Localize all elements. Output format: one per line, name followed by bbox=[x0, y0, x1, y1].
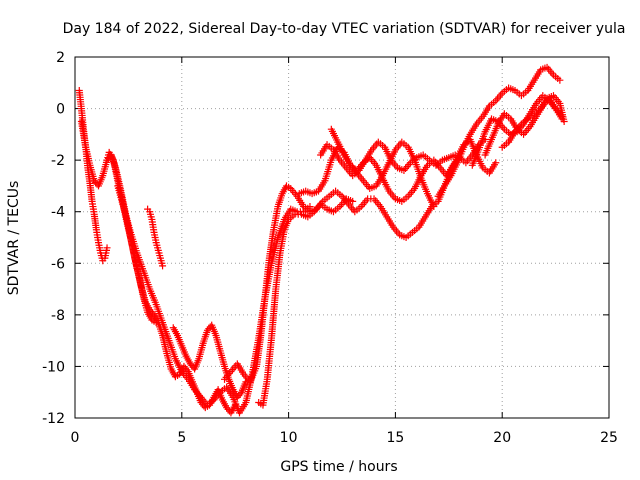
series-satellite-pass-15 bbox=[498, 92, 568, 151]
series-satellite-pass-11 bbox=[327, 125, 438, 211]
data-point bbox=[451, 151, 459, 159]
data-point bbox=[159, 262, 167, 270]
data-point bbox=[430, 203, 438, 211]
x-tick-label: 20 bbox=[493, 430, 511, 446]
series-satellite-pass-2 bbox=[77, 117, 160, 327]
series-satellite-pass-10 bbox=[317, 138, 459, 180]
y-tick-label: 0 bbox=[56, 102, 65, 118]
tick-labels: 0 5 10 15 20 25 -12 -10 -8 -6 -4 -2 0 2 bbox=[42, 50, 618, 446]
y-tick-label: -10 bbox=[42, 359, 65, 375]
y-tick-label: -4 bbox=[51, 205, 65, 221]
x-tick-label: 5 bbox=[177, 430, 186, 446]
y-axis-label: SDTVAR / TECUs bbox=[6, 181, 22, 296]
series-satellite-pass-12 bbox=[434, 63, 564, 200]
axis-ticks bbox=[74, 56, 610, 419]
data-point bbox=[349, 197, 357, 205]
series-satellite-pass-3 bbox=[103, 151, 239, 417]
x-tick-label: 15 bbox=[386, 430, 404, 446]
chart-title: Day 184 of 2022, Sidereal Day-to-day VTE… bbox=[63, 21, 626, 37]
data-point bbox=[560, 117, 568, 125]
y-tick-label: -8 bbox=[51, 308, 65, 324]
x-tick-label: 10 bbox=[280, 430, 298, 446]
data-point-interp bbox=[183, 366, 191, 374]
series-satellite-pass-4 bbox=[144, 205, 167, 270]
data-point bbox=[103, 244, 111, 252]
data-point bbox=[492, 159, 500, 167]
y-tick-label: 2 bbox=[56, 50, 65, 66]
data-points bbox=[75, 63, 568, 417]
data-point-interp bbox=[236, 390, 244, 398]
plot-frame bbox=[74, 56, 610, 419]
series-satellite-pass-8 bbox=[255, 195, 357, 409]
y-tick-label: -12 bbox=[42, 411, 65, 427]
series-satellite-pass-6 bbox=[169, 321, 250, 401]
x-tick-label: 0 bbox=[71, 430, 80, 446]
y-tick-label: -2 bbox=[51, 153, 65, 169]
data-point-interp bbox=[149, 309, 157, 317]
y-tick-label: -6 bbox=[51, 256, 65, 272]
series-satellite-pass-7 bbox=[221, 136, 500, 386]
x-tick-label: 25 bbox=[600, 430, 618, 446]
x-axis-label: GPS time / hours bbox=[280, 459, 397, 475]
data-point bbox=[556, 76, 564, 84]
